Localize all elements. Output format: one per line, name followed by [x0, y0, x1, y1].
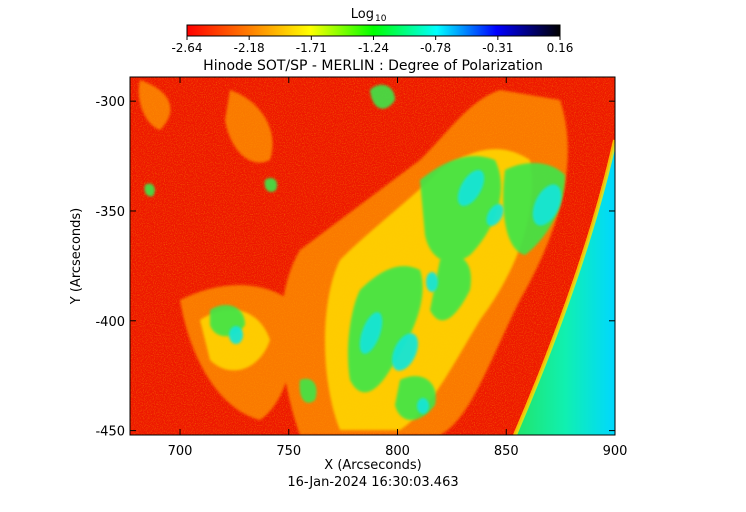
x-tick-label: 850: [494, 444, 519, 459]
colorbar-tick-label: -2.64: [171, 41, 202, 55]
colorbar-gradient: [186, 24, 561, 37]
y-axis-ticks: -300 -350 -400 -450: [95, 95, 615, 440]
off-limb-region: [515, 140, 615, 435]
solar-limb: [513, 139, 615, 435]
x-tick-label: 700: [168, 444, 193, 459]
colorbar-title-subscript: 10: [375, 14, 387, 24]
plot-title: Hinode SOT/SP - MERLIN : Degree of Polar…: [203, 58, 543, 74]
x-tick-label: 750: [276, 444, 301, 459]
plot-frame: [129, 76, 616, 436]
colorbar: Log 10 -2.64 -2.18 -1.71 -1.24 -0.78 -0.31 0.1…: [171, 7, 573, 55]
x-axis-label: X (Arcseconds): [324, 458, 421, 473]
polarization-map: [130, 77, 615, 435]
colorbar-title: Log: [351, 7, 374, 22]
colorbar-tick-label: -2.18: [234, 41, 265, 55]
colorbar-tick-label: -1.24: [358, 41, 389, 55]
x-tick-label: 800: [385, 444, 410, 459]
y-tick-label: -450: [95, 425, 125, 440]
y-tick-label: -300: [95, 95, 125, 110]
y-tick-label: -400: [95, 315, 125, 330]
colorbar-tick-label: -0.78: [420, 41, 451, 55]
colorbar-ticks: -2.64 -2.18 -1.71 -1.24 -0.78 -0.31 0.16: [171, 36, 573, 55]
x-tick-label: 900: [603, 444, 628, 459]
colorbar-tick-label: -0.31: [482, 41, 513, 55]
colorbar-tick-label: 0.16: [547, 41, 574, 55]
timestamp: 16-Jan-2024 16:30:03.463: [287, 475, 458, 490]
y-axis-label: Y (Arcseconds): [69, 208, 84, 305]
x-axis-ticks: 700 750 800 850 900: [168, 77, 628, 459]
y-tick-label: -350: [95, 205, 125, 220]
colorbar-tick-label: -1.71: [296, 41, 327, 55]
